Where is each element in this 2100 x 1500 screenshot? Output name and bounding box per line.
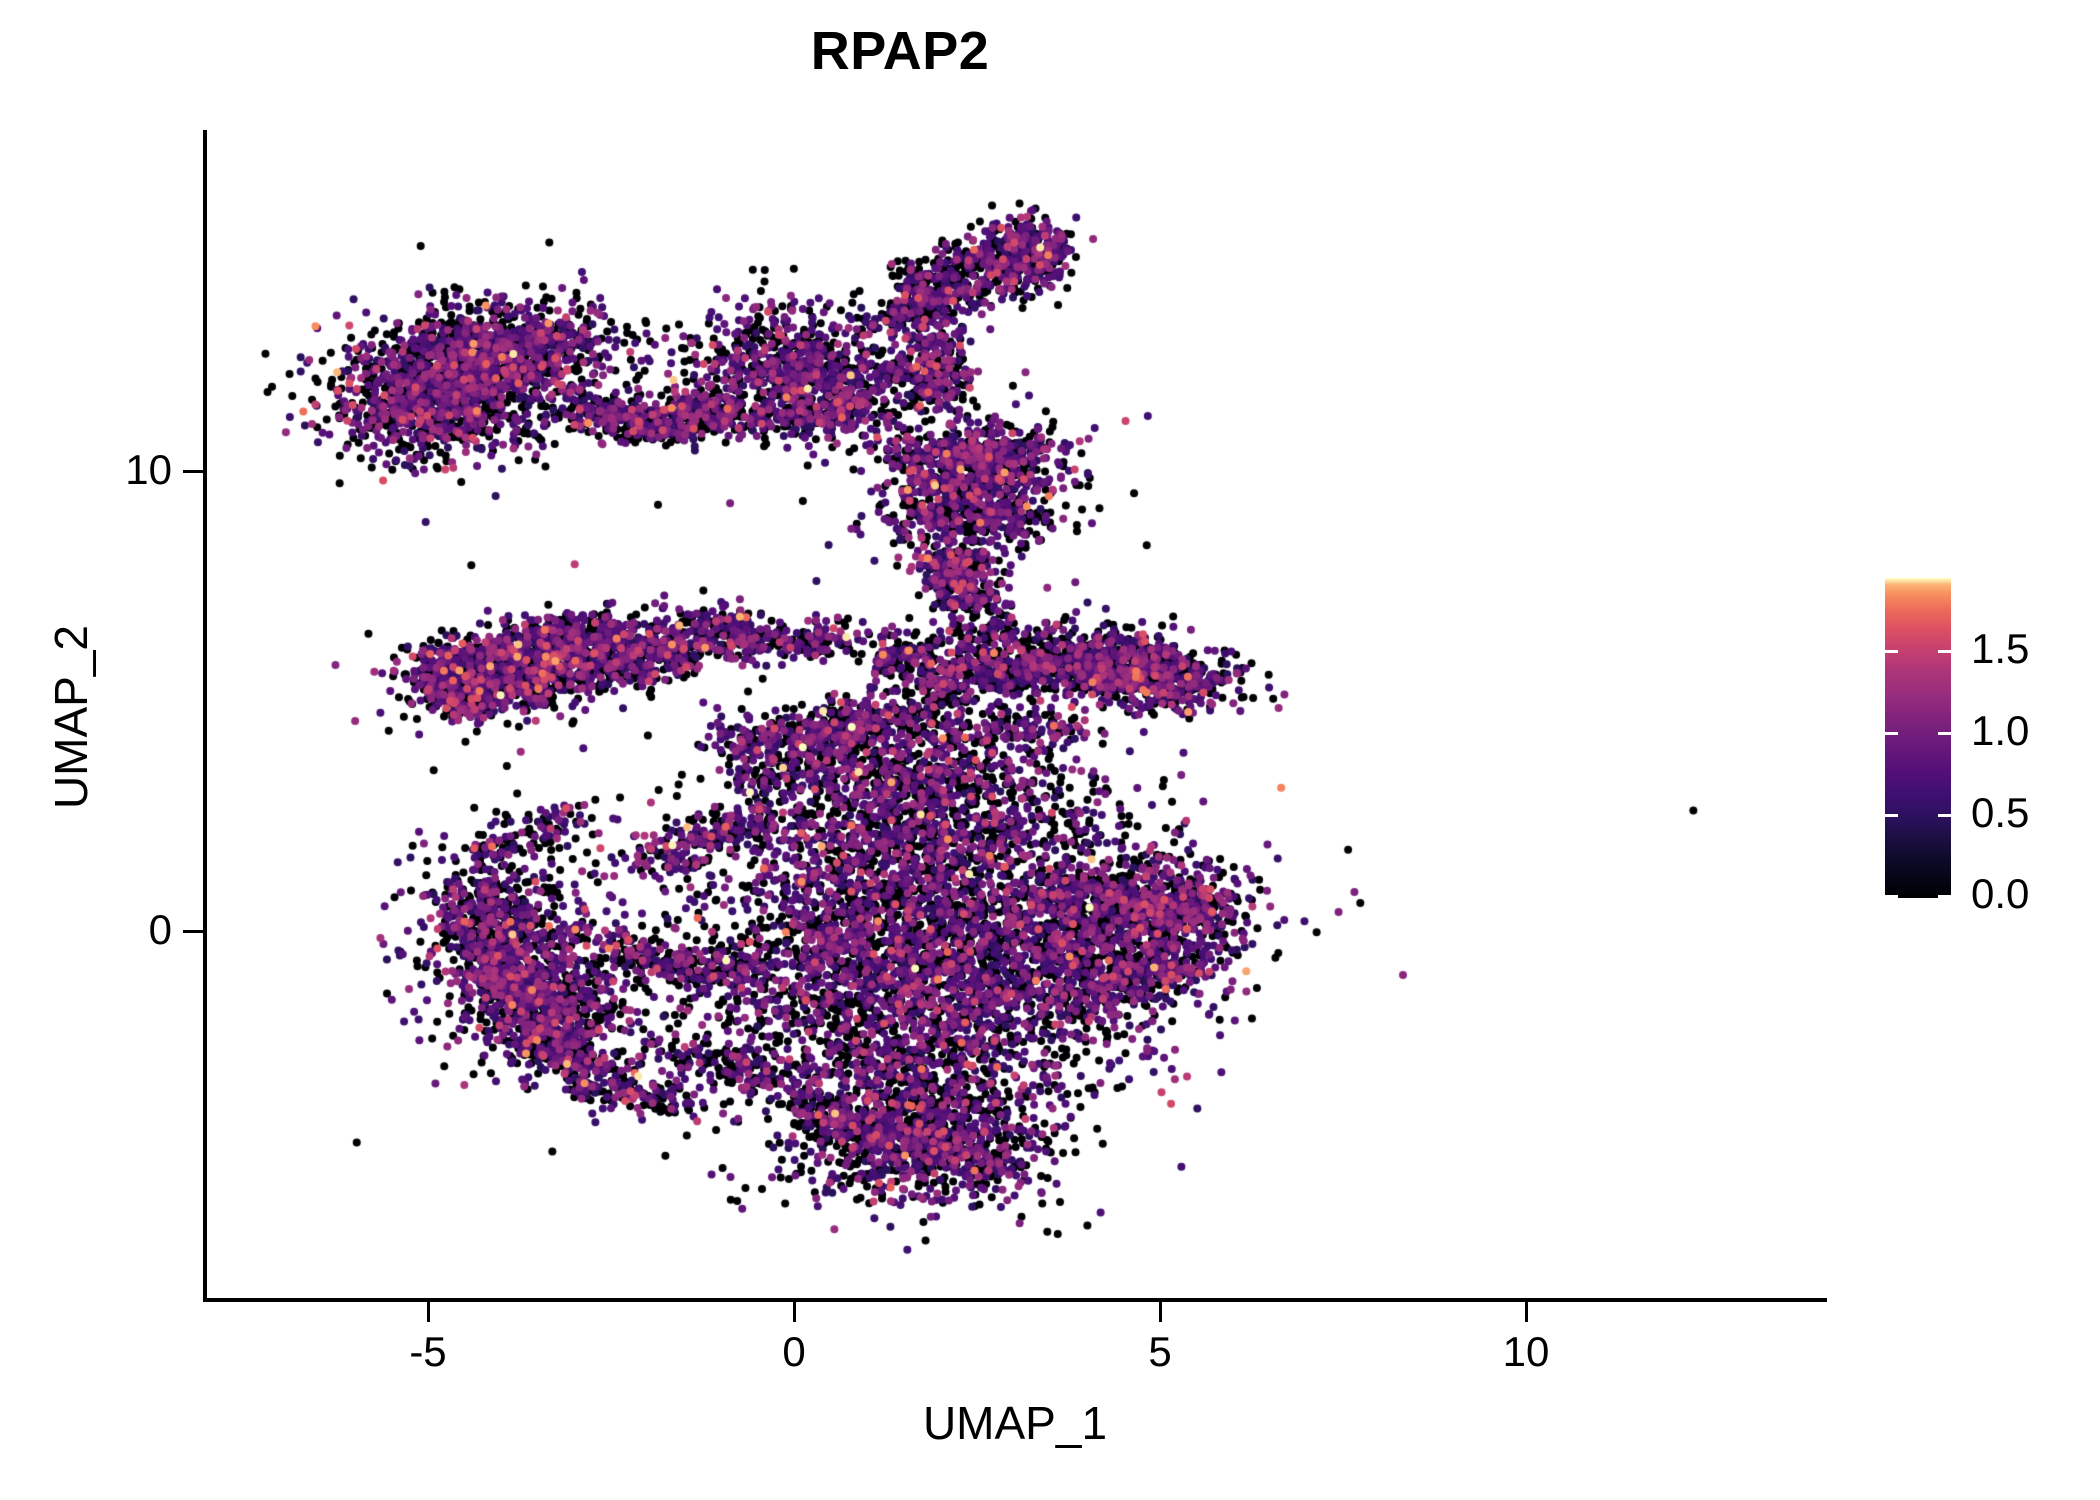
plot-panel [207, 130, 1827, 1302]
colorbar-tick-left-0_0 [1885, 895, 1898, 898]
colorbar-tick-right-1_0 [1938, 732, 1951, 735]
y-axis-line [203, 130, 207, 1302]
colorbar-tick-right-0_5 [1938, 814, 1951, 817]
y-tick-mark-0 [183, 930, 203, 933]
x-tick-mark-10 [1525, 1302, 1528, 1322]
x-tick-mark-neg5 [427, 1302, 430, 1322]
x-axis-title: UMAP_1 [922, 1397, 1108, 1449]
y-axis-title: UMAP_2 [45, 624, 97, 810]
colorbar-label-0_5: 0.5 [1971, 789, 2030, 836]
colorbar-label-1_0: 1.0 [1971, 707, 2030, 754]
colorbar-gradient [1885, 578, 1951, 898]
colorbar-tick-right-0_0 [1938, 895, 1951, 898]
colorbar-tick-left-1_5 [1885, 650, 1898, 653]
x-tick-label-0: 0 [782, 1328, 806, 1375]
x-tick-label-5: 5 [1148, 1328, 1172, 1375]
scatter-canvas [207, 130, 1827, 1302]
y-tick-label-0: 0 [148, 906, 172, 953]
colorbar-legend: 1.5 1.0 0.5 0.0 [1885, 578, 2085, 917]
x-tick-label-10: 10 [1502, 1328, 1550, 1375]
y-tick-mark-10 [183, 470, 203, 473]
colorbar-tick-right-1_5 [1938, 650, 1951, 653]
colorbar-label-1_5: 1.5 [1971, 625, 2030, 672]
colorbar-tick-left-1_0 [1885, 732, 1898, 735]
x-tick-mark-0 [793, 1302, 796, 1322]
colorbar-tick-left-0_5 [1885, 814, 1898, 817]
colorbar-label-0_0: 0.0 [1971, 870, 2030, 917]
x-tick-label-neg5: -5 [409, 1328, 447, 1375]
x-axis-line [203, 1298, 1827, 1302]
page-title: RPAP2 [810, 21, 990, 81]
y-tick-label-10: 10 [125, 446, 172, 493]
x-tick-mark-5 [1159, 1302, 1162, 1322]
